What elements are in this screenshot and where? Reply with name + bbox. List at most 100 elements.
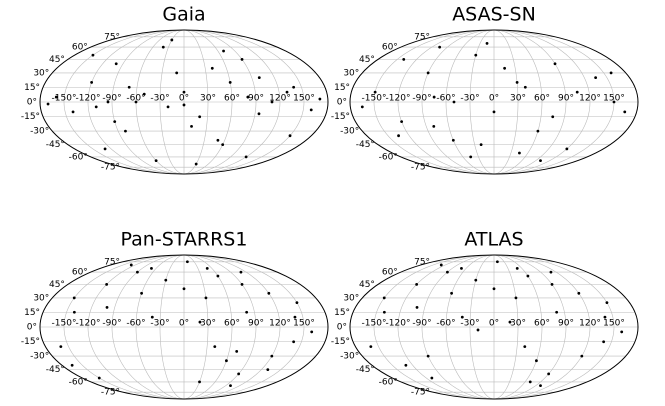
y-tick-label: 30°	[33, 68, 49, 78]
data-point	[245, 310, 249, 314]
data-point	[612, 100, 616, 104]
x-tick-label: 90°	[248, 94, 264, 104]
y-tick-label: 45°	[359, 280, 375, 290]
data-point	[210, 66, 214, 70]
data-point	[90, 81, 94, 84]
y-tick-label: -75°	[101, 163, 120, 173]
x-tick-label: -90°	[412, 319, 431, 329]
data-point	[369, 345, 373, 348]
grid-line	[183, 29, 209, 175]
grid-line	[493, 29, 519, 175]
grid-line	[183, 254, 233, 400]
chart-title: Pan-STARRS1	[121, 229, 248, 251]
x-tick-label: -60°	[126, 319, 145, 329]
x-tick-label: -150°	[362, 319, 387, 329]
data-point	[446, 270, 449, 274]
y-tick-label: -45°	[46, 365, 65, 375]
grid-line	[469, 29, 495, 175]
y-tick-label: 75°	[414, 32, 430, 42]
data-point	[154, 159, 158, 163]
data-point	[518, 151, 521, 155]
data-point	[213, 345, 217, 348]
data-point	[460, 315, 464, 319]
data-point	[515, 81, 519, 84]
grid-line	[373, 29, 495, 175]
data-point	[373, 90, 377, 94]
data-point	[515, 267, 519, 270]
grid-line	[87, 29, 185, 175]
data-point	[97, 376, 101, 380]
data-point	[535, 359, 538, 363]
data-point	[474, 53, 478, 57]
x-tick-label: 60°	[534, 94, 550, 104]
data-point	[432, 95, 436, 99]
grid-line	[493, 29, 567, 175]
y-tick-label: -45°	[46, 140, 65, 150]
data-point	[221, 143, 225, 147]
data-point	[450, 291, 453, 295]
data-point	[523, 85, 527, 89]
data-point	[134, 100, 138, 104]
x-tick-label: -90°	[412, 94, 431, 104]
data-point	[485, 42, 489, 45]
grid-line	[183, 29, 305, 175]
x-tick-label: -60°	[436, 94, 455, 104]
data-point	[620, 330, 624, 334]
x-tick-label: 0°	[489, 94, 499, 104]
data-point	[555, 310, 559, 314]
y-tick-label: -15°	[331, 337, 350, 347]
data-point	[94, 105, 98, 109]
y-tick-label: 75°	[104, 32, 120, 42]
y-tick-label: -15°	[21, 337, 40, 347]
data-point	[603, 315, 607, 319]
x-tick-label: 150°	[603, 94, 625, 104]
x-tick-label: 0°	[179, 319, 189, 329]
data-point	[415, 282, 419, 286]
y-tick-label: 0°	[337, 323, 347, 333]
x-tick-label: -150°	[52, 319, 77, 329]
y-tick-label: 30°	[343, 293, 359, 303]
data-point	[382, 296, 386, 300]
y-tick-label: -45°	[356, 365, 375, 375]
data-point	[285, 90, 289, 94]
data-point	[292, 85, 296, 89]
x-tick-label: 90°	[248, 319, 264, 329]
data-point	[225, 359, 228, 363]
data-point	[492, 287, 496, 291]
grid-line	[63, 29, 185, 175]
data-point	[479, 143, 483, 147]
data-point	[426, 354, 430, 358]
grid-line	[87, 254, 185, 400]
data-point	[235, 349, 239, 353]
data-point	[185, 260, 189, 264]
data-point	[257, 112, 261, 116]
data-point	[623, 110, 627, 114]
grid-line	[493, 254, 567, 400]
data-point	[182, 90, 186, 94]
y-tick-label: 15°	[334, 308, 350, 318]
data-point	[72, 296, 76, 300]
x-tick-label: 60°	[534, 319, 550, 329]
x-tick-label: 150°	[293, 94, 315, 104]
y-tick-label: -30°	[340, 127, 359, 137]
data-point	[103, 147, 107, 151]
x-tick-label: -60°	[436, 319, 455, 329]
data-point	[106, 100, 110, 104]
data-point	[549, 270, 553, 274]
y-tick-label: -75°	[101, 388, 120, 398]
data-point	[240, 282, 244, 286]
x-tick-label: -120°	[386, 319, 411, 329]
data-point	[198, 320, 202, 324]
data-point	[70, 363, 74, 367]
data-point	[257, 76, 261, 80]
x-tick-label: 90°	[558, 319, 574, 329]
grid-line	[159, 254, 185, 400]
data-point	[136, 270, 139, 274]
data-point	[237, 372, 241, 376]
data-point	[270, 100, 274, 104]
data-point	[526, 274, 530, 278]
data-point	[295, 301, 299, 305]
data-point	[476, 328, 480, 332]
y-tick-label: -60°	[379, 377, 398, 387]
